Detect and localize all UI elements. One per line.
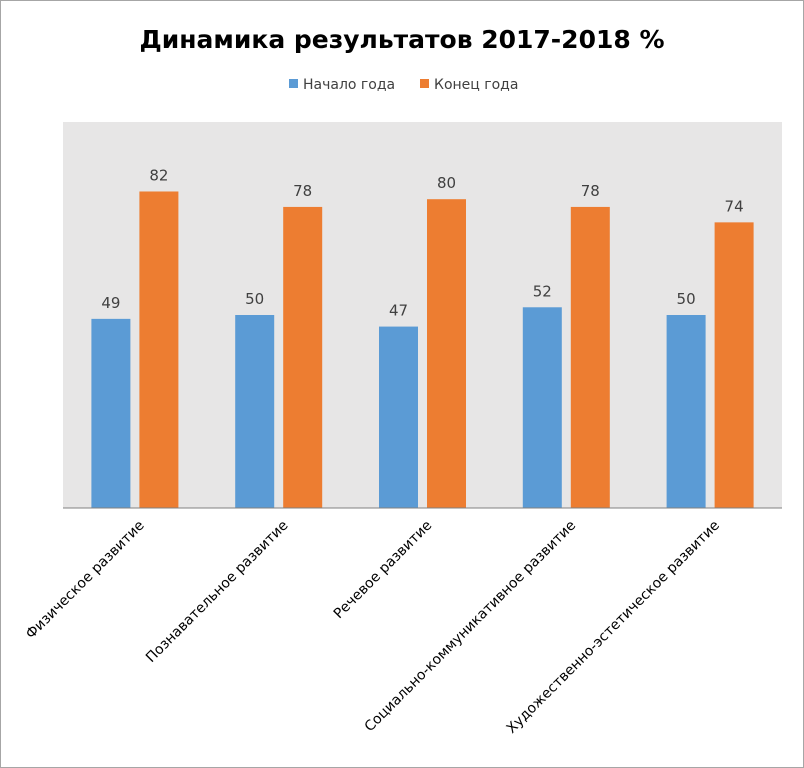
bar-end-4 [570,206,610,509]
data-label-start-1: 49 [101,294,120,312]
data-label-start-5: 50 [677,290,696,308]
data-labels-group: 49 82 50 78 47 80 52 78 50 74 [101,166,743,319]
bar-end-5 [714,222,754,509]
bar-start-4 [522,307,562,508]
data-label-start-2: 50 [245,290,264,308]
data-label-end-3: 80 [437,174,456,192]
legend-swatch-1 [289,79,298,88]
bar-start-2 [235,315,275,508]
chart-title: Динамика результатов 2017-2018 % [139,25,664,54]
bar-start-1 [91,318,131,508]
category-label-3: Речевое развитие [331,518,436,623]
data-label-start-4: 52 [533,282,552,300]
data-label-end-5: 74 [725,197,744,215]
legend-label-1: Начало года [303,77,395,93]
bar-end-1 [139,191,179,509]
bar-end-2 [283,206,323,509]
data-label-start-3: 47 [389,302,408,320]
data-label-end-4: 78 [581,182,600,200]
legend-swatch-2 [420,79,429,88]
bar-start-3 [379,326,418,508]
plot-area [63,122,782,508]
category-label-2: Познавательное развитие [143,518,291,666]
legend-label-2: Конец года [434,77,518,93]
bar-start-5 [666,315,706,508]
bar-end-3 [427,199,466,508]
data-label-end-2: 78 [293,182,312,200]
bars-group [91,191,754,509]
category-label-1: Физическое развитие [23,518,148,643]
legend: Начало года Конец года [289,77,518,93]
data-label-end-1: 82 [149,166,168,184]
